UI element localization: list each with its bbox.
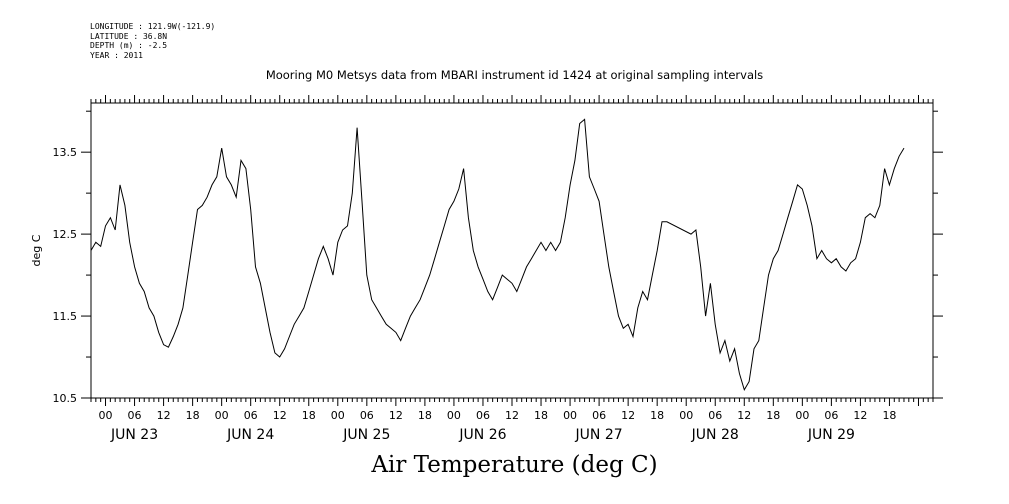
latitude-text: LATITUDE : 36.8N: [90, 31, 168, 41]
y-tick-label: 13.5: [53, 146, 78, 159]
longitude-text: LONGITUDE : 121.9W(-121.9): [90, 22, 216, 31]
x-tick-label: 00: [99, 409, 113, 422]
x-tick-label: 12: [389, 409, 403, 422]
plot-frame: [90, 102, 934, 399]
x-tick-label: 12: [853, 409, 867, 422]
day-label: JUN 23: [110, 427, 158, 443]
year-text: YEAR : 2011: [90, 50, 143, 60]
x-tick-label: 18: [186, 409, 200, 422]
x-tick-label: 06: [244, 409, 258, 422]
x-tick-label: 18: [650, 409, 664, 422]
metadata-block: LONGITUDE : 121.9W(-121.9) LATITUDE : 36…: [90, 22, 215, 60]
x-tick-label: 12: [621, 409, 635, 422]
x-tick-label: 06: [476, 409, 490, 422]
y-axis-label: deg C: [30, 234, 43, 266]
x-tick-label: 06: [128, 409, 142, 422]
day-label: JUN 24: [226, 427, 274, 443]
x-tick-label: 18: [534, 409, 548, 422]
x-tick-label: 18: [766, 409, 780, 422]
variable-title: Air Temperature (deg C): [371, 452, 658, 478]
chart-title: Mooring M0 Metsys data from MBARI instru…: [265, 68, 764, 82]
x-tick-label: 00: [331, 409, 345, 422]
x-tick-label: 00: [447, 409, 461, 422]
depth-text: DEPTH (m) : -2.5: [90, 41, 168, 50]
y-tick-label: 10.5: [53, 392, 78, 405]
day-label: JUN 25: [342, 427, 390, 443]
day-label: JUN 29: [807, 427, 855, 443]
x-tick-label: 06: [360, 409, 374, 422]
day-label: JUN 27: [575, 427, 623, 443]
x-tick-label: 06: [592, 409, 606, 422]
x-tick-label: 00: [563, 409, 577, 422]
day-label: JUN 28: [691, 427, 739, 443]
x-tick-label: 00: [215, 409, 229, 422]
y-tick-label: 12.5: [53, 228, 78, 241]
x-tick-label: 06: [708, 409, 722, 422]
x-tick-label: 12: [157, 409, 171, 422]
x-tick-label: 18: [882, 409, 896, 422]
x-tick-label: 12: [505, 409, 519, 422]
x-tick-label: 12: [273, 409, 287, 422]
x-tick-label: 00: [795, 409, 809, 422]
x-tick-label: 12: [737, 409, 751, 422]
y-tick-label: 11.5: [53, 310, 78, 323]
series-line: [90, 118, 905, 392]
x-tick-label: 18: [302, 409, 316, 422]
x-tick-label: 06: [824, 409, 838, 422]
x-tick-label: 00: [679, 409, 693, 422]
day-label: JUN 26: [458, 427, 506, 443]
x-tick-label: 18: [418, 409, 432, 422]
